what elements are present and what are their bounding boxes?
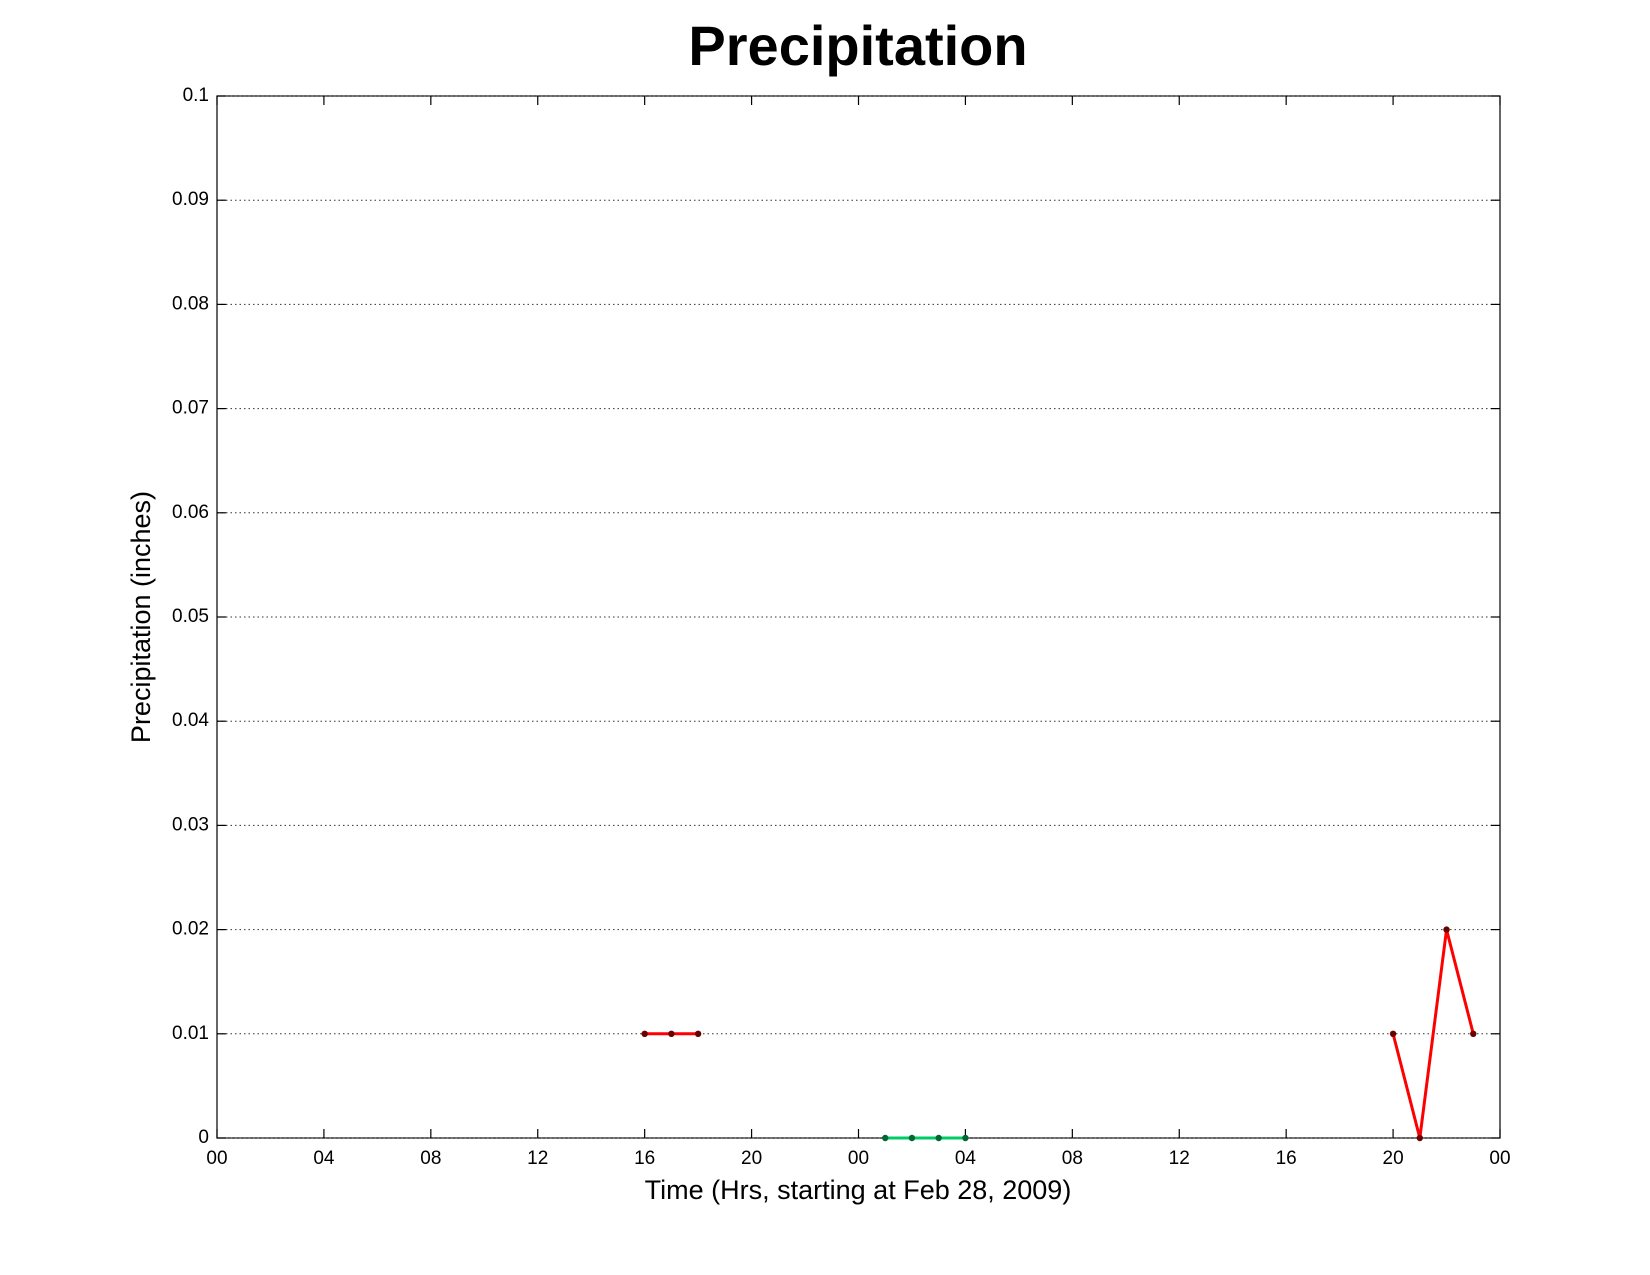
x-tick-label: 20 [1383, 1148, 1404, 1169]
x-tick-label: 12 [1169, 1148, 1190, 1169]
x-tick-label: 04 [955, 1148, 977, 1169]
data-point [1416, 1134, 1424, 1142]
y-tick-label: 0.04 [172, 710, 209, 731]
data-point [1389, 1030, 1397, 1038]
x-tick-label: 20 [741, 1148, 762, 1169]
data-point [1443, 926, 1450, 933]
x-axis-label: Time (Hrs, starting at Feb 28, 2009) [645, 1175, 1072, 1205]
y-tick-label: 0.08 [172, 293, 209, 314]
x-tick-label: 08 [1062, 1148, 1083, 1169]
y-tick-label: 0.02 [172, 919, 209, 940]
y-tick-label: 0.1 [183, 85, 209, 106]
data-point [1470, 1030, 1477, 1038]
data-point [908, 1134, 916, 1142]
x-tick-label: 00 [206, 1148, 227, 1169]
y-tick-label: 0.06 [172, 502, 209, 523]
y-tick-label: 0.05 [172, 606, 209, 627]
x-tick-label: 12 [527, 1148, 548, 1169]
x-tick-label: 16 [1276, 1148, 1297, 1169]
data-point [668, 1030, 675, 1038]
data-point [641, 1030, 648, 1038]
data-line [1391, 928, 1475, 1140]
y-tick-label: 0 [198, 1127, 209, 1148]
plot-frame [216, 95, 1501, 1139]
data-point [694, 1030, 702, 1038]
x-tick-label: 04 [313, 1148, 335, 1169]
data-point [962, 1134, 969, 1142]
x-tick-label: 08 [420, 1148, 441, 1169]
y-tick-label: 0.07 [172, 398, 209, 419]
chart-title: Precipitation [688, 14, 1027, 77]
y-tick-label: 0.09 [172, 189, 209, 210]
data-point [935, 1134, 942, 1142]
x-tick-label: 00 [1489, 1148, 1510, 1169]
x-tick-label: 00 [848, 1148, 869, 1169]
x-tick-label: 16 [634, 1148, 655, 1169]
y-axis-label: Precipitation (inches) [126, 491, 156, 743]
y-tick-label: 0.03 [172, 814, 209, 835]
y-tick-label: 0.01 [172, 1023, 209, 1044]
data-point [882, 1134, 889, 1142]
